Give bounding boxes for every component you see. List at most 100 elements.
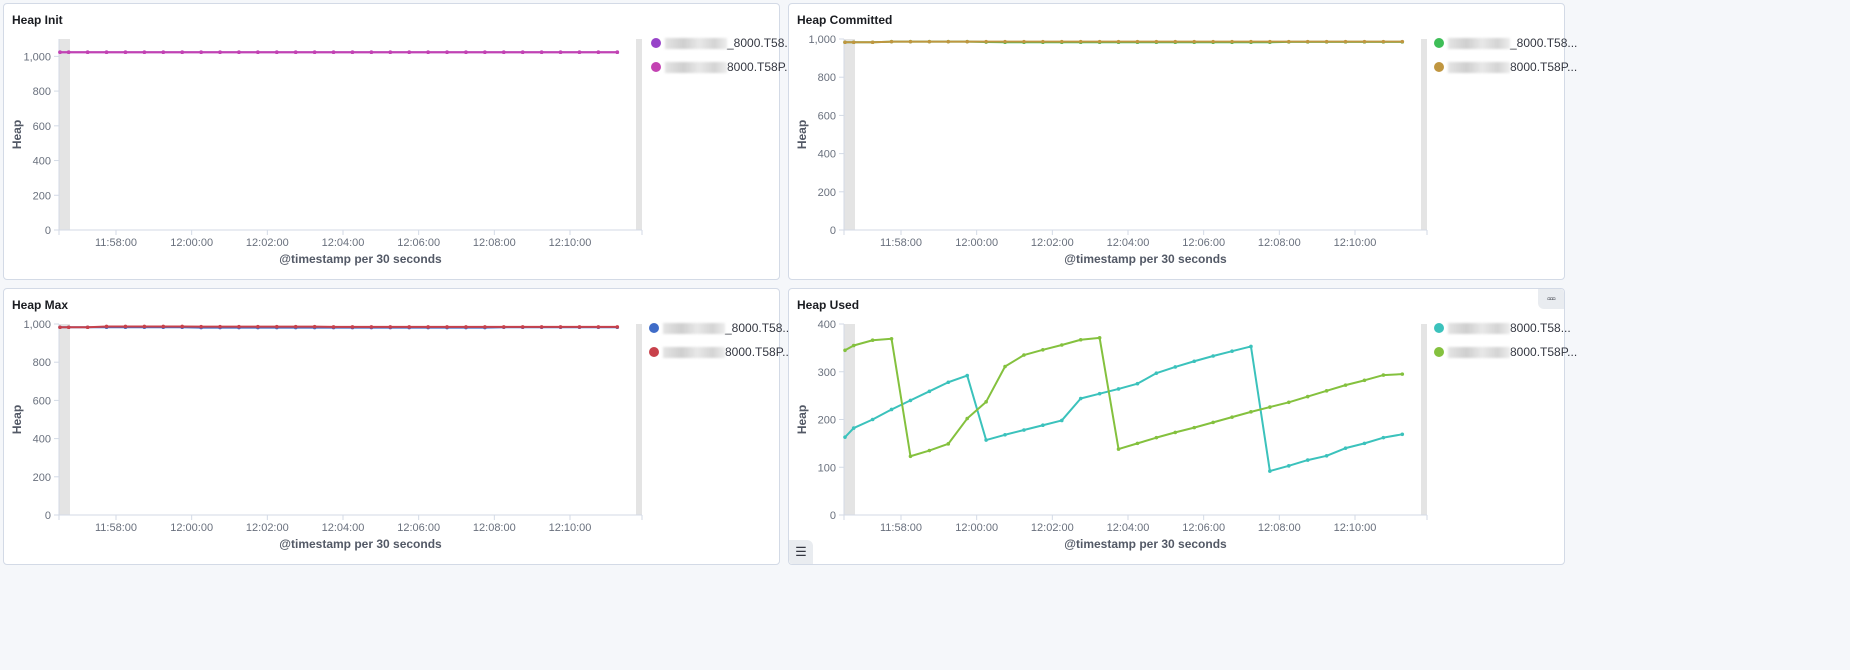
data-point[interactable] [843,40,847,45]
data-point[interactable] [615,325,620,329]
data-point[interactable] [199,50,203,54]
data-point[interactable] [596,325,601,329]
data-point[interactable] [908,398,913,403]
data-point[interactable] [965,416,970,421]
data-point[interactable] [851,426,856,430]
data-point[interactable] [1324,39,1329,44]
data-point[interactable] [927,389,932,394]
panel-options-button[interactable]: ▫▫▫ [1538,289,1564,309]
data-point[interactable] [1400,432,1405,437]
data-point[interactable] [1286,464,1291,468]
data-point[interactable] [58,325,62,330]
data-point[interactable] [1135,39,1140,44]
data-point[interactable] [85,325,90,330]
data-point[interactable] [161,324,166,329]
data-point[interactable] [388,325,393,329]
data-point[interactable] [1059,343,1064,347]
data-point[interactable] [946,39,951,44]
data-point[interactable] [1173,365,1178,369]
data-point[interactable] [1305,39,1310,44]
data-point[interactable] [237,324,241,329]
chart-heap-used[interactable]: 0 100 200 300 400 11:58:00 12:00:00 12:02:00 12:… [789,289,1566,566]
data-point[interactable] [369,325,374,329]
data-point[interactable] [851,343,856,348]
data-point[interactable] [104,324,109,329]
data-point[interactable] [1154,39,1159,44]
data-point[interactable] [1362,39,1367,44]
data-point[interactable] [142,324,147,329]
data-point[interactable] [1192,359,1197,364]
data-point[interactable] [1249,410,1253,414]
data-point[interactable] [369,50,374,54]
data-point[interactable] [558,325,563,329]
data-point[interactable] [889,407,894,412]
legend-item[interactable]: 8000.T58... [1434,316,1577,340]
data-point[interactable] [1003,432,1007,437]
data-point[interactable] [350,50,355,54]
data-point[interactable] [1116,39,1121,44]
data-point[interactable] [1343,39,1348,44]
data-point[interactable] [1097,336,1102,340]
data-point[interactable] [1381,435,1386,440]
data-point[interactable] [274,324,279,329]
data-point[interactable] [1324,453,1329,458]
data-point[interactable] [1022,428,1026,432]
data-point[interactable] [237,50,241,54]
data-point[interactable] [1230,415,1234,419]
data-point[interactable] [1192,425,1197,430]
data-point[interactable] [1268,39,1272,44]
data-point[interactable] [274,50,279,54]
chart-heap-max[interactable]: 0 200 400 600 800 1,000 11:58:00 12:00:00 12:02:… [4,289,781,566]
data-point[interactable] [1343,383,1348,387]
data-point[interactable] [483,325,487,329]
data-point[interactable] [539,50,544,54]
data-point[interactable] [965,373,970,378]
data-point[interactable] [123,324,128,329]
data-point[interactable] [1059,418,1064,423]
chart-heap-init[interactable]: 0 200 400 600 800 1,000 11:58:00 12:00:00 12:02:… [4,4,781,281]
data-point[interactable] [1135,381,1140,386]
data-point[interactable] [407,325,412,329]
data-point[interactable] [1400,372,1405,376]
data-point[interactable] [66,50,71,54]
data-point[interactable] [1059,39,1064,44]
data-point[interactable] [180,324,185,329]
data-point[interactable] [1003,39,1007,44]
data-point[interactable] [256,324,260,329]
legend-item[interactable]: 8000.T58P... [1434,340,1577,364]
data-point[interactable] [1173,430,1178,435]
data-point[interactable] [85,50,90,54]
data-point[interactable] [908,454,913,459]
data-point[interactable] [1211,39,1215,44]
data-point[interactable] [66,325,71,330]
data-point[interactable] [908,39,913,44]
data-point[interactable] [388,50,393,54]
data-point[interactable] [1041,423,1045,428]
data-point[interactable] [501,325,506,329]
data-point[interactable] [1097,391,1102,396]
legend-toggle-button[interactable]: ☰ [789,540,813,564]
data-point[interactable] [596,50,601,54]
data-point[interactable] [870,417,875,422]
data-point[interactable] [1305,458,1310,462]
data-point[interactable] [539,325,544,329]
data-point[interactable] [946,442,951,446]
data-point[interactable] [1116,447,1121,451]
data-point[interactable] [312,324,317,329]
data-point[interactable] [483,50,487,54]
legend-item[interactable]: _8000.T58... [1434,31,1577,55]
data-point[interactable] [104,50,109,54]
data-point[interactable] [889,337,894,341]
data-point[interactable] [1400,39,1405,44]
data-point[interactable] [843,348,847,353]
data-point[interactable] [984,400,988,404]
data-point[interactable] [142,50,147,54]
data-point[interactable] [464,50,468,54]
data-point[interactable] [1324,389,1329,393]
data-point[interactable] [426,50,430,54]
data-point[interactable] [1286,400,1291,405]
data-point[interactable] [1211,420,1215,425]
data-point[interactable] [1192,39,1197,44]
data-point[interactable] [180,50,185,54]
data-point[interactable] [1230,39,1234,44]
